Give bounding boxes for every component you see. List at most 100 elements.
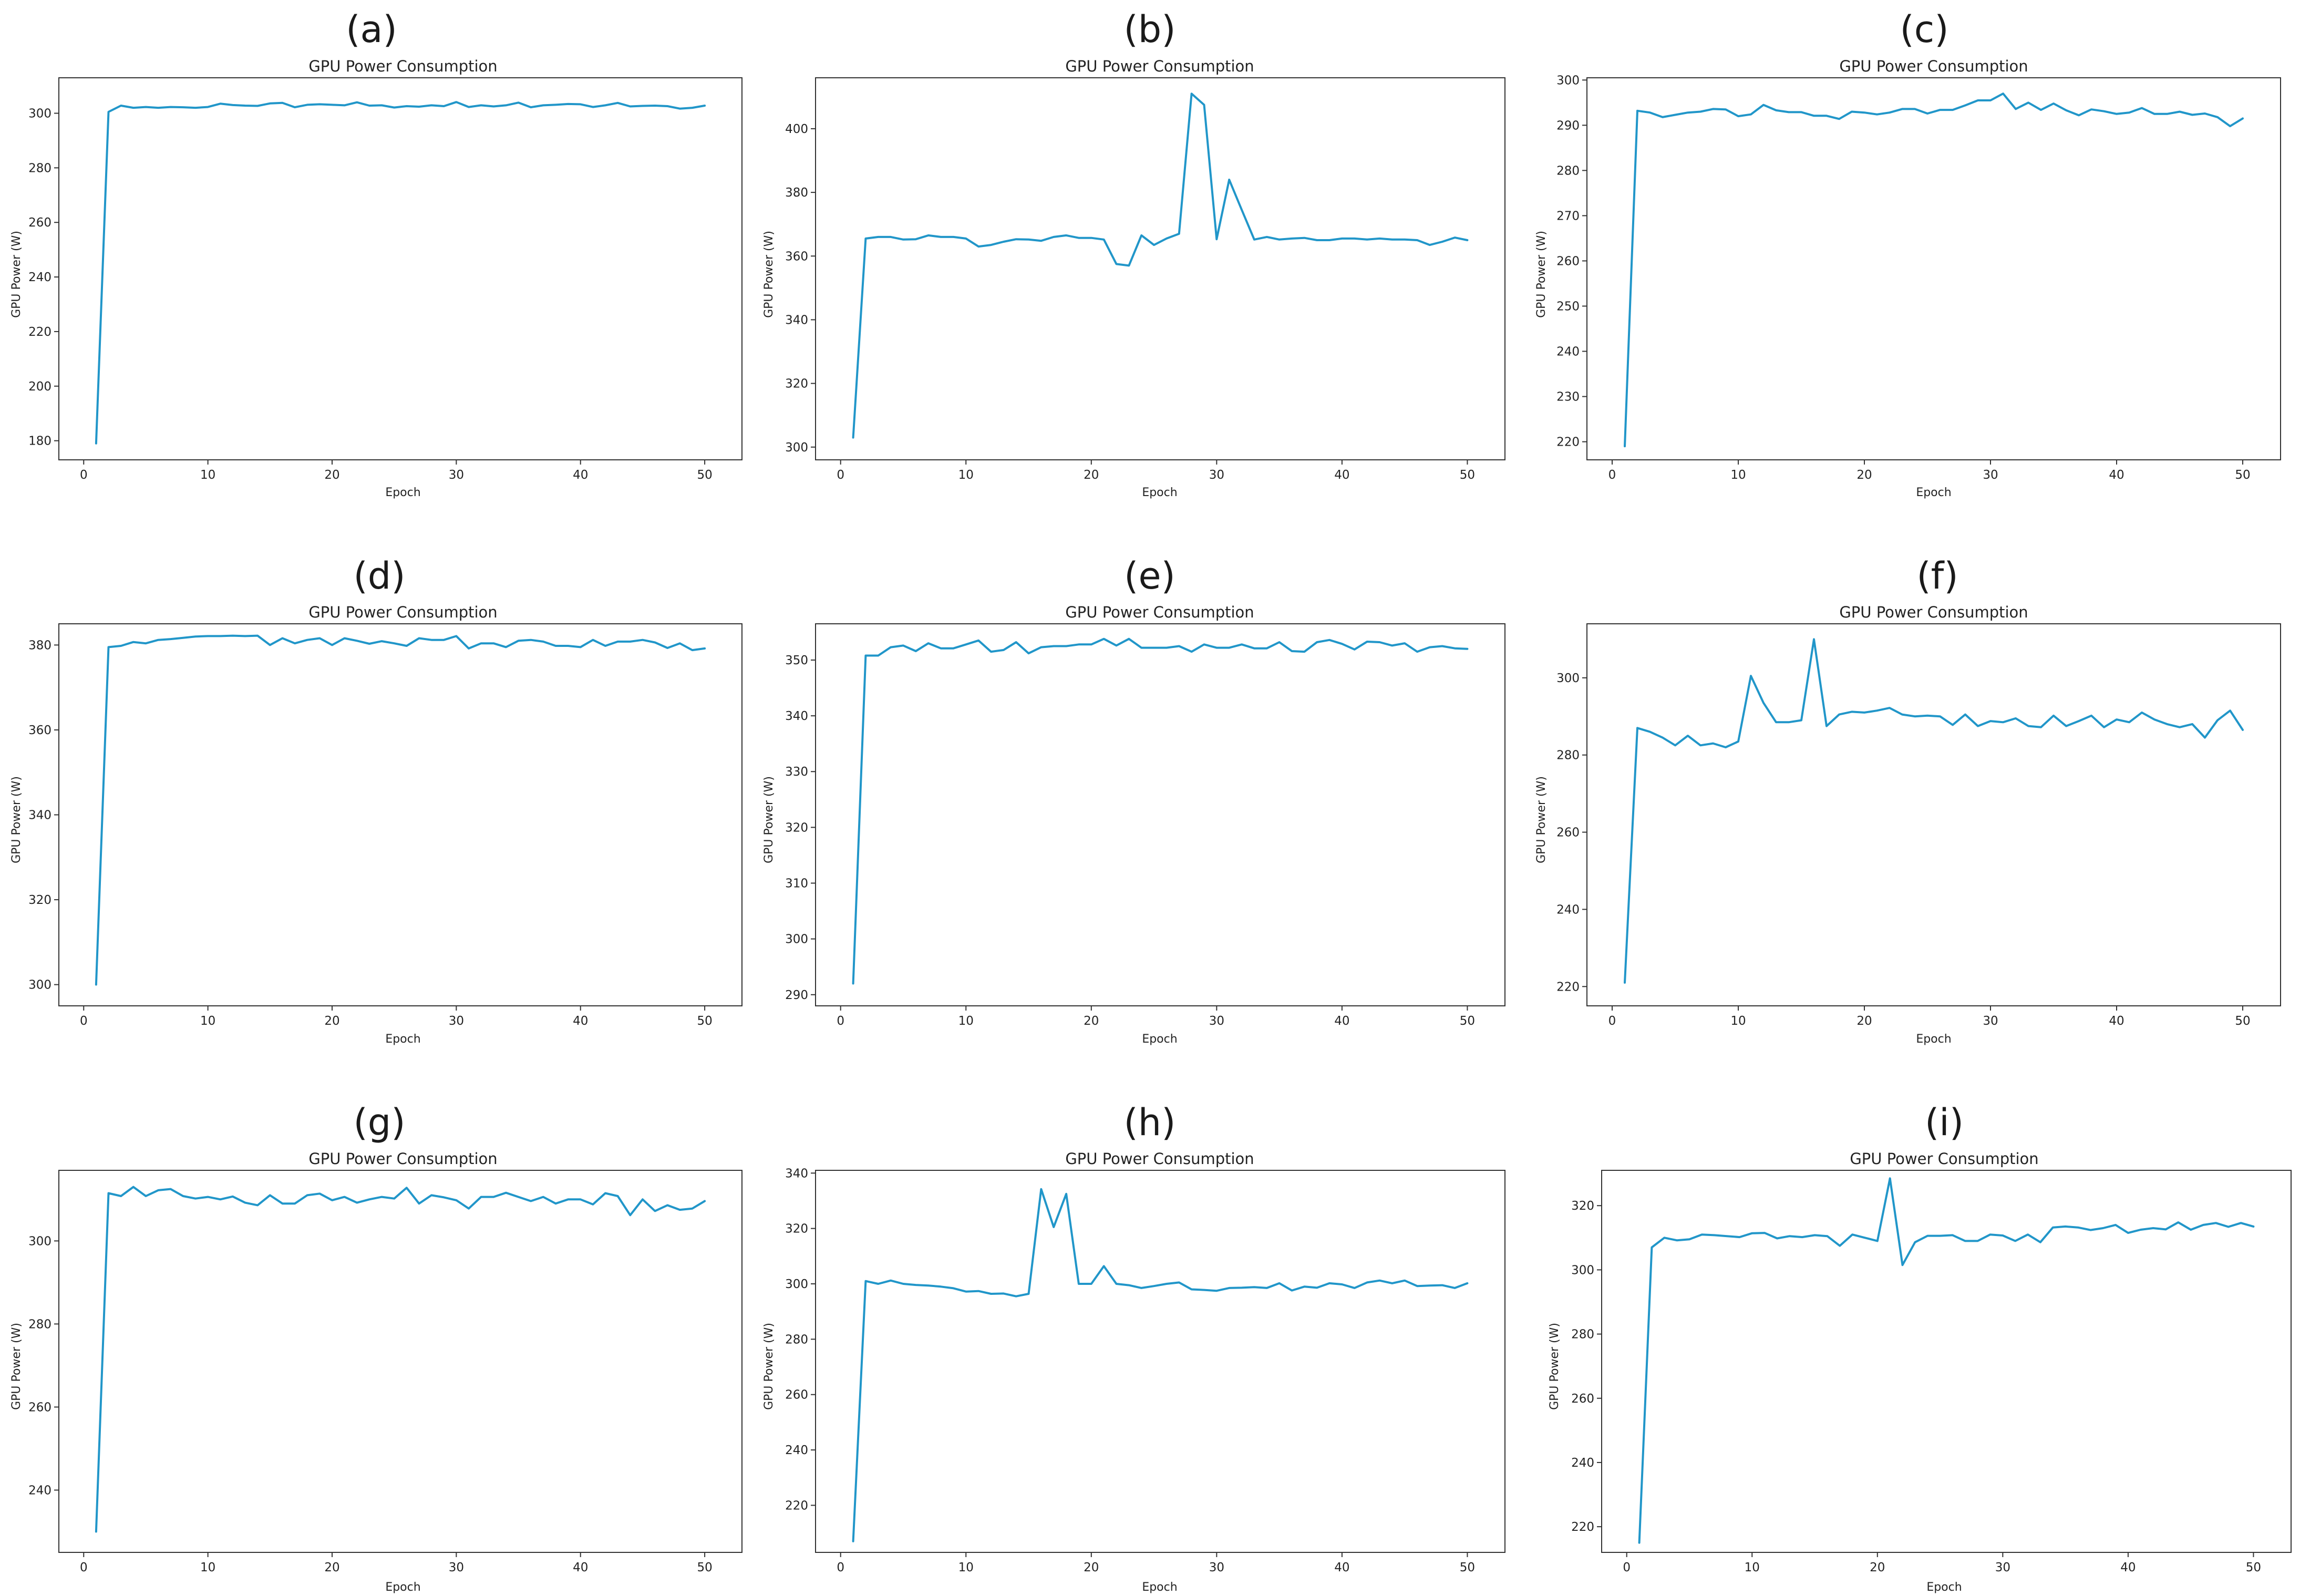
chart-title: GPU Power Consumption <box>1065 57 1254 75</box>
x-tick-label: 30 <box>1209 468 1224 482</box>
x-tick-label: 0 <box>1623 1561 1631 1574</box>
x-tick-label: 50 <box>2246 1561 2261 1574</box>
plot-frame <box>58 77 742 460</box>
x-tick-label: 20 <box>1084 1561 1099 1574</box>
x-axis-label: Epoch <box>1142 1581 1177 1594</box>
x-tick-label: 10 <box>200 1014 215 1028</box>
x-tick-label: 10 <box>200 468 215 482</box>
x-tick-label: 40 <box>1334 1561 1349 1574</box>
tick-layer: 0 10 20 30 40 50 300 320 340 360 380 400 <box>785 122 1475 482</box>
x-tick-label: 10 <box>958 1014 974 1028</box>
series-line <box>1638 1177 2255 1544</box>
x-tick-label: 10 <box>1730 1014 1746 1028</box>
series-layer <box>95 1186 706 1533</box>
y-tick-label: 320 <box>785 821 808 835</box>
y-axis-label: GPU Power (W) <box>10 231 23 318</box>
x-tick-label: 40 <box>2109 468 2124 482</box>
x-tick-label: 30 <box>1983 1014 1998 1028</box>
x-tick-label: 30 <box>449 1561 464 1574</box>
x-axis-label: Epoch <box>385 486 420 499</box>
y-tick-label: 300 <box>28 107 51 121</box>
plot-frame <box>815 77 1505 460</box>
plot-frame <box>1586 77 2281 460</box>
y-tick-label: 200 <box>28 380 51 394</box>
x-axis-label: Epoch <box>1926 1581 1962 1594</box>
y-tick-label: 380 <box>28 639 51 652</box>
y-tick-label: 280 <box>785 1333 808 1346</box>
panel-label: (d) <box>353 554 405 598</box>
panel-label: (a) <box>346 8 397 51</box>
y-tick-label: 290 <box>1556 119 1580 132</box>
x-tick-label: 40 <box>573 1014 588 1028</box>
panel-label: (b) <box>1123 8 1175 51</box>
series-layer <box>852 1188 1469 1542</box>
x-axis-label: Epoch <box>1916 1033 1951 1046</box>
y-tick-label: 300 <box>785 1278 808 1291</box>
y-tick-label: 280 <box>28 161 51 175</box>
x-tick-label: 10 <box>1745 1561 1760 1574</box>
series-layer <box>1638 1177 2255 1544</box>
x-tick-label: 0 <box>80 468 88 482</box>
tick-layer: 0 10 20 30 40 50 300 320 340 360 380 <box>28 639 713 1028</box>
panel-a: (a) GPU Power Consumption Epoch GPU Powe… <box>10 8 742 499</box>
y-tick-label: 310 <box>785 877 808 891</box>
series-line <box>95 101 706 445</box>
panel-e: (e) GPU Power Consumption Epoch GPU Powe… <box>762 554 1505 1046</box>
y-axis-label: GPU Power (W) <box>1548 1323 1561 1410</box>
panel-h: (h) GPU Power Consumption Epoch GPU Powe… <box>762 1101 1505 1594</box>
y-tick-label: 320 <box>785 1222 808 1236</box>
plot-frame <box>1601 1170 2292 1553</box>
y-tick-label: 260 <box>1571 1392 1594 1406</box>
y-axis-label: GPU Power (W) <box>1535 231 1548 318</box>
y-tick-label: 350 <box>785 654 808 667</box>
x-tick-label: 30 <box>449 1014 464 1028</box>
y-tick-label: 260 <box>1556 254 1580 268</box>
panel-label: (e) <box>1124 554 1175 598</box>
x-axis-label: Epoch <box>1142 486 1177 499</box>
y-tick-label: 280 <box>1556 749 1580 763</box>
x-tick-label: 40 <box>573 1561 588 1574</box>
x-tick-label: 20 <box>324 1561 339 1574</box>
y-tick-label: 340 <box>785 709 808 723</box>
tick-layer: 0 10 20 30 40 50 220 240 260 280 300 320 <box>1571 1199 2261 1574</box>
x-tick-label: 30 <box>1995 1561 2010 1574</box>
y-tick-label: 260 <box>785 1388 808 1402</box>
y-tick-label: 300 <box>28 1234 51 1248</box>
chart-title: GPU Power Consumption <box>1065 1150 1254 1168</box>
x-tick-label: 20 <box>1856 468 1872 482</box>
y-tick-label: 360 <box>785 250 808 263</box>
y-axis-label: GPU Power (W) <box>762 776 776 863</box>
y-tick-label: 260 <box>1556 826 1580 840</box>
series-line <box>852 1188 1469 1542</box>
series-layer <box>852 637 1469 985</box>
panel-f: (f) GPU Power Consumption Epoch GPU Powe… <box>1535 554 2281 1046</box>
tick-layer: 0 10 20 30 40 50 290 300 310 320 330 340 350 <box>785 654 1475 1028</box>
series-layer <box>95 634 706 986</box>
x-tick-label: 0 <box>80 1014 88 1028</box>
series-line <box>95 1186 706 1533</box>
y-tick-label: 240 <box>1571 1456 1594 1470</box>
x-tick-label: 10 <box>958 468 974 482</box>
tick-layer: 0 10 20 30 40 50 240 260 280 300 <box>28 1234 713 1574</box>
chart-title: GPU Power Consumption <box>1850 1150 2038 1168</box>
y-axis-label: GPU Power (W) <box>10 776 23 863</box>
x-tick-label: 50 <box>697 1561 712 1574</box>
x-tick-label: 40 <box>573 468 588 482</box>
panel-g: (g) GPU Power Consumption Epoch GPU Powe… <box>10 1101 742 1594</box>
y-tick-label: 280 <box>1571 1328 1594 1342</box>
panel-d: (d) GPU Power Consumption Epoch GPU Powe… <box>10 554 742 1046</box>
y-tick-label: 320 <box>785 377 808 391</box>
series-layer <box>1624 92 2244 448</box>
y-tick-label: 380 <box>785 186 808 200</box>
y-tick-label: 220 <box>1556 436 1580 449</box>
x-tick-label: 20 <box>324 1014 339 1028</box>
panel-label: (h) <box>1124 1101 1176 1144</box>
y-axis-label: GPU Power (W) <box>762 1323 776 1410</box>
x-tick-label: 40 <box>2109 1014 2124 1028</box>
x-tick-label: 50 <box>697 1014 712 1028</box>
y-tick-label: 360 <box>28 724 51 737</box>
y-tick-label: 280 <box>1556 164 1580 178</box>
y-tick-label: 320 <box>28 893 51 907</box>
x-tick-label: 40 <box>1334 468 1349 482</box>
x-tick-label: 10 <box>1730 468 1746 482</box>
